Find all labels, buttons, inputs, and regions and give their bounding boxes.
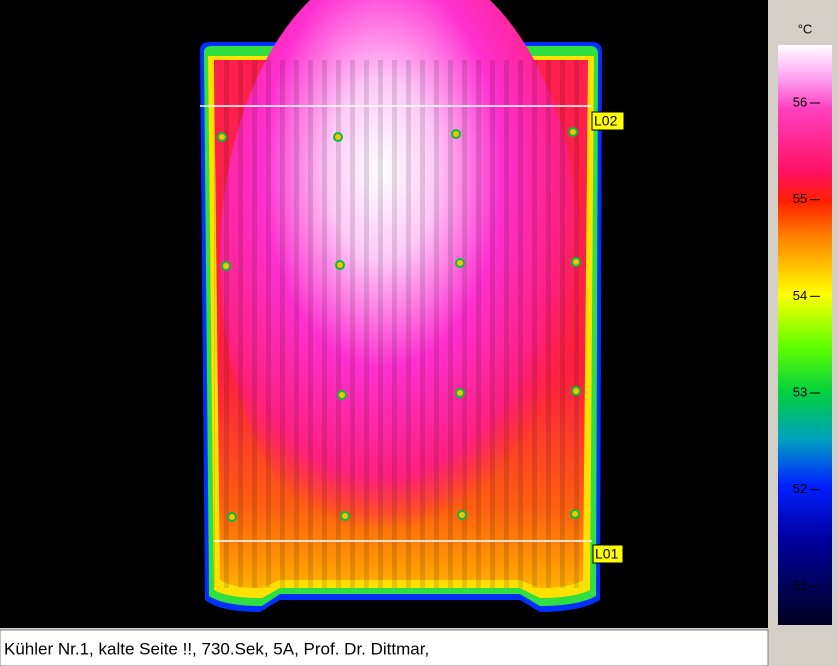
marker-label: L01 — [595, 546, 619, 562]
caption-bar — [0, 629, 769, 666]
scale-unit: °C — [798, 21, 813, 36]
scale-tick-label: 52 — [793, 481, 807, 496]
thermal-image — [200, 0, 602, 612]
scale-tick-label: 54 — [793, 288, 807, 303]
scale-tick-label: 56 — [793, 94, 807, 109]
marker-label-box — [591, 111, 625, 131]
marker-label-box — [592, 544, 624, 564]
scale-tick-label: 55 — [793, 191, 807, 206]
marker-label: L02 — [594, 113, 618, 129]
caption: Kühler Nr.1, kalte Seite !!, 730.Sek, 5A… — [4, 639, 429, 658]
scale-tick-label: 53 — [793, 384, 807, 399]
color-bar — [778, 45, 832, 625]
scale-tick-label: 51 — [793, 578, 807, 593]
scale-ticks: 51 52 53 54 55 56 — [793, 94, 820, 593]
